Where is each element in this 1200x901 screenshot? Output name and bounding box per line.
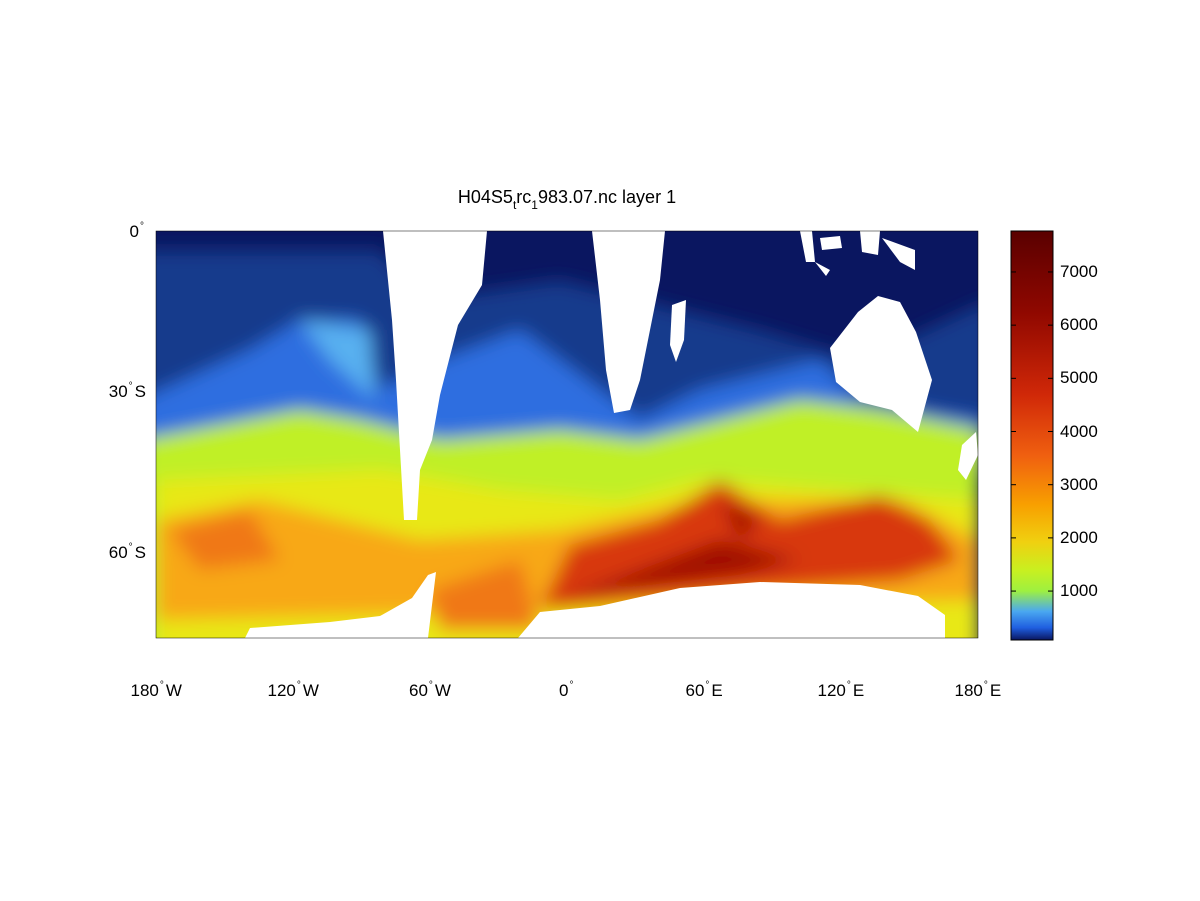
y-tick-label: 30° S bbox=[108, 381, 146, 401]
chart-title: H04S5trc1983.07.nc layer 1 bbox=[457, 187, 677, 212]
colorbar-tick-label: 2000 bbox=[1060, 527, 1098, 547]
colorbar-tick-label: 1000 bbox=[1060, 581, 1098, 601]
colorbar-tick-label: 3000 bbox=[1060, 474, 1098, 494]
y-tick-label: 60° S bbox=[108, 542, 146, 562]
land-antarctica-west bbox=[245, 572, 436, 638]
colorbar bbox=[1010, 230, 1054, 641]
land-madagascar bbox=[670, 300, 686, 362]
land-antarctica-east bbox=[518, 582, 945, 638]
x-tick-label: 60° E bbox=[685, 680, 723, 700]
x-tick-label: 180° E bbox=[954, 680, 1002, 700]
land-south-america bbox=[383, 231, 487, 520]
x-tick-label: 120° W bbox=[267, 680, 319, 700]
colorbar-tick-label: 5000 bbox=[1060, 368, 1098, 388]
colorbar-ticks bbox=[1011, 271, 1053, 592]
land-new-zealand bbox=[958, 432, 978, 480]
x-tick-label: 60° W bbox=[409, 680, 451, 700]
field-light-blue bbox=[300, 320, 375, 400]
x-tick-label: 0° bbox=[559, 680, 574, 700]
colorbar-tick-label: 7000 bbox=[1060, 261, 1098, 281]
plot-frame bbox=[155, 230, 979, 639]
colorbar-tick-label: 4000 bbox=[1060, 421, 1098, 441]
land-australia bbox=[830, 296, 932, 432]
land-mask bbox=[245, 231, 978, 638]
y-tick-label: 0° bbox=[129, 221, 144, 241]
data-field bbox=[156, 231, 978, 638]
land-indonesia bbox=[800, 231, 915, 276]
field-dark-red bbox=[560, 500, 800, 600]
land-africa bbox=[592, 231, 665, 413]
x-tick-label: 180° W bbox=[130, 680, 182, 700]
field-orange-dark bbox=[170, 510, 540, 630]
colorbar-tick-label: 6000 bbox=[1060, 315, 1098, 335]
x-tick-label: 120° E bbox=[817, 680, 865, 700]
